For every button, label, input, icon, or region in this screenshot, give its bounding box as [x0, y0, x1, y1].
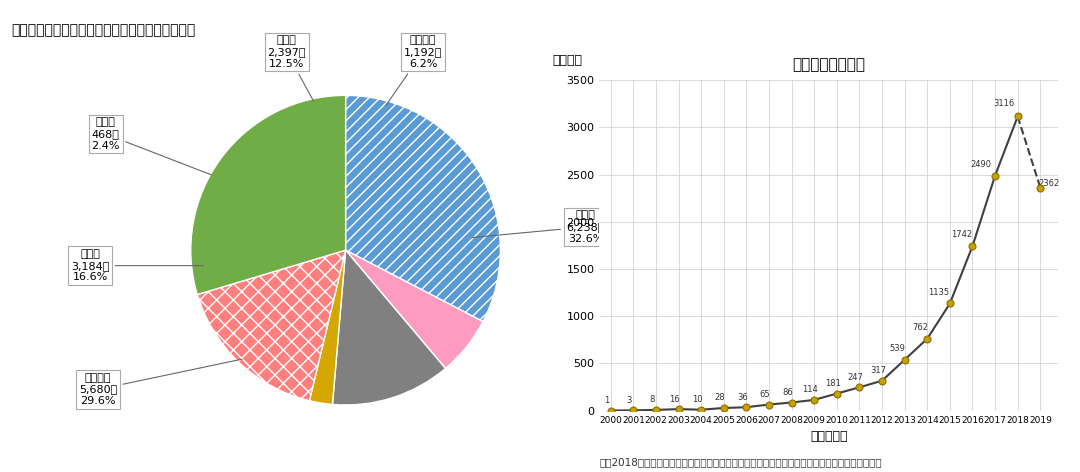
Text: 16: 16	[669, 395, 679, 404]
Wedge shape	[198, 250, 346, 401]
Point	[760, 401, 778, 408]
Text: 28: 28	[714, 394, 725, 403]
Text: 247: 247	[848, 373, 863, 382]
Y-axis label: 発表件数: 発表件数	[552, 54, 582, 67]
Point	[692, 406, 710, 413]
X-axis label: 論文発表年: 論文発表年	[810, 430, 848, 443]
Point	[1031, 184, 1049, 192]
Point	[647, 406, 664, 413]
Text: 539: 539	[890, 344, 906, 353]
Wedge shape	[310, 250, 346, 405]
Point	[963, 243, 981, 250]
Point	[896, 356, 914, 363]
Point	[851, 384, 868, 391]
Point	[602, 407, 619, 414]
Text: 米国籍
6,238件
32.6%: 米国籍 6,238件 32.6%	[472, 211, 605, 244]
Text: 1: 1	[604, 396, 609, 405]
Point	[715, 404, 732, 412]
Point	[806, 396, 823, 404]
Text: 86: 86	[782, 388, 793, 397]
Text: 3: 3	[626, 396, 632, 405]
Wedge shape	[333, 250, 445, 405]
Point	[738, 404, 755, 411]
Point	[783, 399, 800, 406]
Point	[624, 406, 642, 414]
Title: 論文発表件数推移: 論文発表件数推移	[793, 57, 865, 72]
Text: 1742: 1742	[950, 230, 972, 239]
Wedge shape	[346, 250, 483, 369]
Text: 317: 317	[869, 366, 886, 375]
Text: 2490: 2490	[971, 160, 991, 169]
Point	[986, 172, 1003, 179]
Text: 10: 10	[691, 395, 702, 404]
Text: 2362: 2362	[1038, 179, 1059, 188]
Point	[874, 377, 891, 385]
Text: 日本国籍
1,192件
6.2%: 日本国籍 1,192件 6.2%	[386, 35, 442, 105]
Text: 36: 36	[737, 393, 747, 402]
Wedge shape	[346, 95, 500, 321]
Point	[670, 405, 687, 413]
Text: 1135: 1135	[928, 287, 949, 296]
Text: 研究者所属機関国籍（地域）別論文発表件数比率: 研究者所属機関国籍（地域）別論文発表件数比率	[11, 24, 195, 38]
Text: 8: 8	[649, 396, 654, 405]
Point	[919, 335, 936, 343]
Point	[828, 390, 846, 397]
Text: 181: 181	[825, 379, 840, 388]
Text: 注）2018年以降はデータベース収録の遅れ等で、全論文絵件数を反映していない可能性がある。: 注）2018年以降はデータベース収録の遅れ等で、全論文絵件数を反映していない可能…	[599, 457, 882, 467]
Text: 3116: 3116	[994, 99, 1014, 108]
Text: その他
2,397件
12.5%: その他 2,397件 12.5%	[268, 35, 313, 101]
Point	[942, 300, 959, 307]
Text: 762: 762	[913, 323, 929, 332]
Text: 中国籍
3,184件
16.6%: 中国籍 3,184件 16.6%	[71, 249, 203, 282]
Text: 欧州国籍
5,680件
29.6%: 欧州国籍 5,680件 29.6%	[79, 359, 242, 406]
Wedge shape	[191, 95, 346, 295]
Point	[1009, 113, 1026, 120]
Text: 韓国籍
468件
2.4%: 韓国籍 468件 2.4%	[92, 118, 212, 175]
Text: 65: 65	[759, 390, 770, 399]
Text: 114: 114	[802, 385, 818, 394]
